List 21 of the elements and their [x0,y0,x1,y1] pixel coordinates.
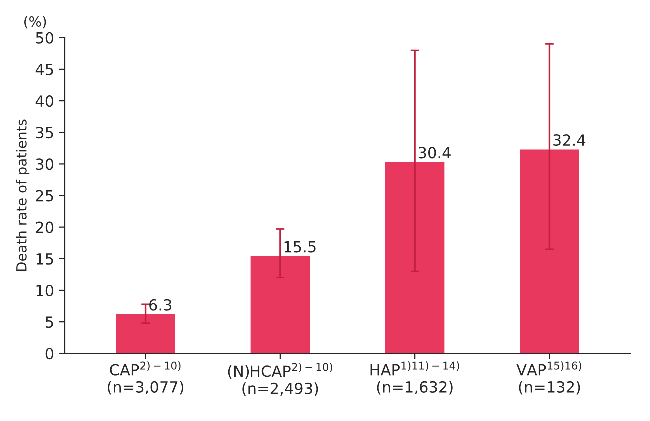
y-tick-label: 30 [36,158,54,170]
data-label: 30.4 [418,147,451,159]
y-axis-title: Death rate of patients [16,120,30,272]
y-tick-label: 5 [46,316,54,328]
y-tick-label: 45 [36,64,54,76]
y-tick-label: 50 [36,32,54,44]
x-tick-label: (N)HCAP$^{2)−10)}$ (n=2,493) [228,363,332,396]
x-tick-label: CAP$^{2)−10)}$ (n=3,077) [108,362,184,395]
y-tick-label: 0 [46,348,54,360]
y-tick-label: 35 [36,127,54,139]
y-tick-label: 20 [36,222,54,234]
y-tick-label: 10 [36,284,54,297]
data-label: 6.3 [150,299,172,311]
y-tick-label: 40 [36,96,54,108]
data-label: 32.4 [554,134,586,146]
y-tick-label: 15 [36,254,54,265]
text: (%) [24,16,46,29]
y-tick-label: 25 [36,190,54,202]
x-tick-label: VAP$^{15)16)}$ (n=132) [516,362,582,395]
data-label: 15.5 [284,241,316,253]
x-tick-label: HAP$^{1)11)−14)}$ (n=1,632) [370,362,460,395]
